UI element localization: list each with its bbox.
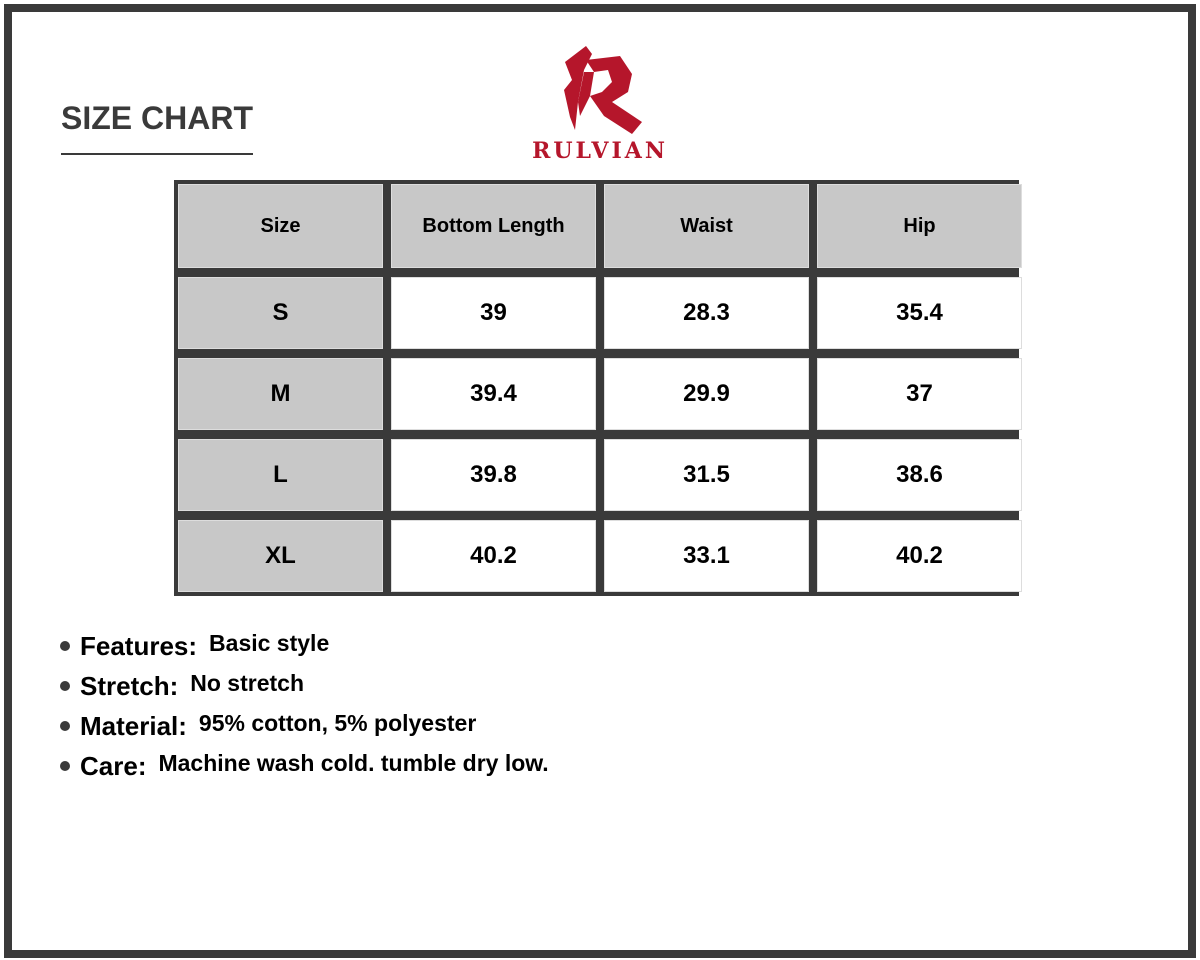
hip-cell: 37 xyxy=(817,358,1022,430)
row-size: XL xyxy=(178,520,383,592)
bottom-length-cell: 40.2 xyxy=(391,520,596,592)
header-size: Size xyxy=(178,184,383,268)
feature-value: 95% cotton, 5% polyester xyxy=(198,709,477,736)
feature-list: Features: Basic style Stretch: No stretc… xyxy=(60,626,549,786)
hip-cell: 40.2 xyxy=(817,520,1022,592)
brand-name: RULVIAN xyxy=(532,138,668,164)
header-hip: Hip xyxy=(817,184,1022,268)
header-waist: Waist xyxy=(604,184,809,268)
page-frame xyxy=(4,4,1196,958)
waist-cell: 28.3 xyxy=(604,277,809,349)
bullet-icon xyxy=(60,721,70,731)
feature-value: Basic style xyxy=(209,629,330,656)
bottom-length-cell: 39.8 xyxy=(391,439,596,511)
feature-label: Features: xyxy=(80,630,198,661)
row-size: M xyxy=(178,358,383,430)
brand-logo xyxy=(564,46,642,134)
feature-item: Care: Machine wash cold. tumble dry low. xyxy=(60,746,549,786)
bullet-icon xyxy=(60,761,70,771)
bullet-icon xyxy=(60,681,70,691)
row-size: S xyxy=(178,277,383,349)
hip-cell: 38.6 xyxy=(817,439,1022,511)
feature-value: No stretch xyxy=(190,669,304,696)
feature-item: Stretch: No stretch xyxy=(60,666,549,706)
feature-label: Material: xyxy=(80,710,187,741)
bottom-length-cell: 39 xyxy=(391,277,596,349)
feature-value: Machine wash cold. tumble dry low. xyxy=(158,749,549,776)
waist-cell: 33.1 xyxy=(604,520,809,592)
page-title: SIZE CHART xyxy=(61,100,253,136)
title-underline xyxy=(61,153,253,155)
bottom-length-cell: 39.4 xyxy=(391,358,596,430)
row-size: L xyxy=(178,439,383,511)
waist-cell: 29.9 xyxy=(604,358,809,430)
feature-label: Care: xyxy=(80,750,147,781)
feature-label: Stretch: xyxy=(80,670,179,701)
hip-cell: 35.4 xyxy=(817,277,1022,349)
feature-item: Features: Basic style xyxy=(60,626,549,666)
size-table: Size Bottom Length Waist Hip S 39 28.3 3… xyxy=(174,180,1022,596)
waist-cell: 31.5 xyxy=(604,439,809,511)
feature-item: Material: 95% cotton, 5% polyester xyxy=(60,706,549,746)
header-bottom-length: Bottom Length xyxy=(391,184,596,268)
bullet-icon xyxy=(60,641,70,651)
